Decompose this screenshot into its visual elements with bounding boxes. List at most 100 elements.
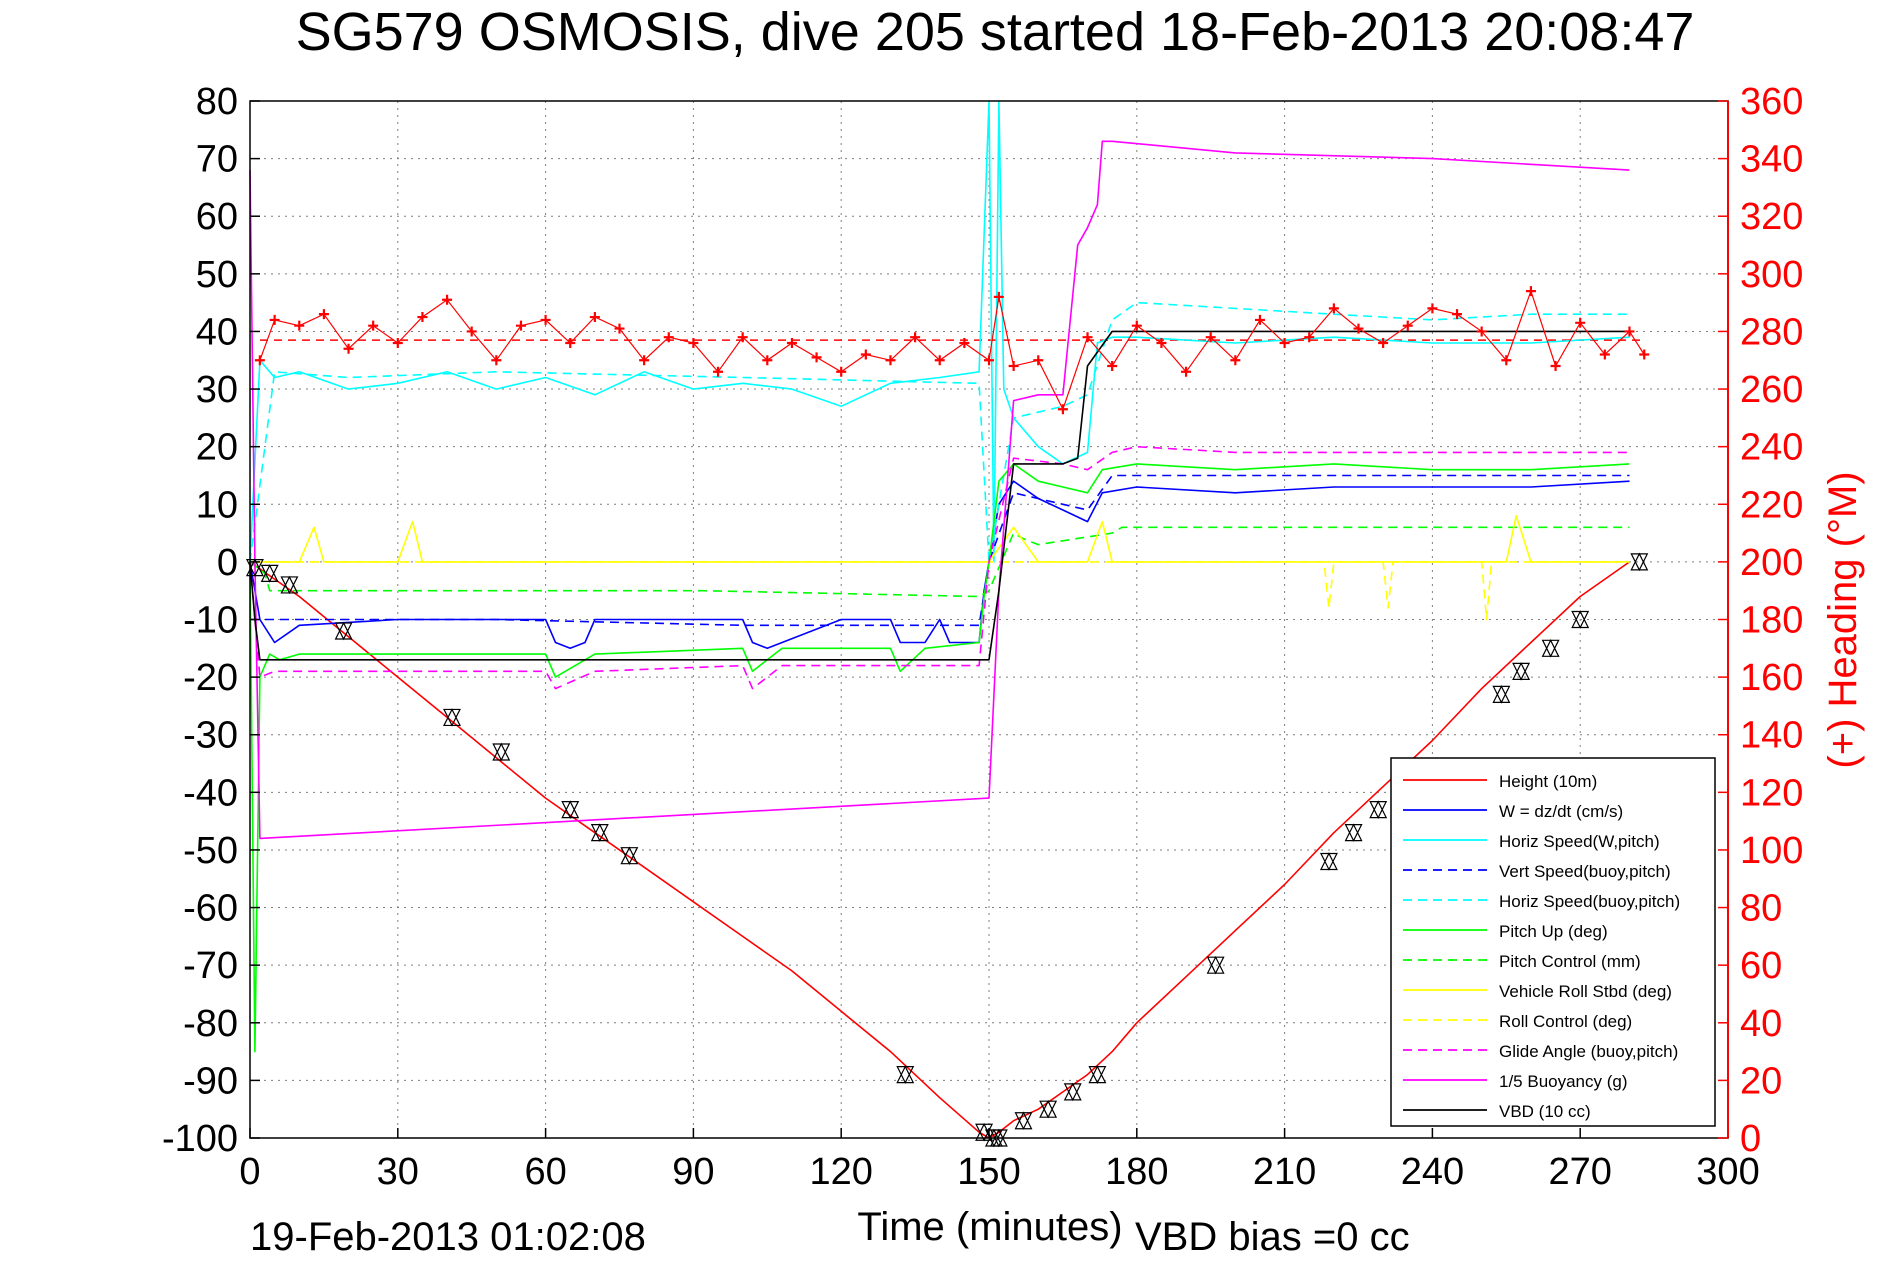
dive-marker <box>1344 823 1363 843</box>
heading-point <box>984 355 994 366</box>
dive-marker <box>1063 1082 1082 1102</box>
y2-tick-label: 200 <box>1740 542 1803 584</box>
heading-point <box>1033 355 1044 366</box>
legend-label: Height (10m) <box>1499 772 1597 791</box>
heading-point <box>515 320 526 331</box>
dive-marker <box>1512 662 1531 681</box>
heading-point <box>663 332 674 343</box>
legend-label: Vert Speed(buoy,pitch) <box>1499 862 1671 881</box>
y-tick-label: -60 <box>183 888 238 930</box>
x-tick-label: 150 <box>957 1151 1020 1193</box>
dive-marker <box>1571 610 1590 629</box>
y2-tick-label: 320 <box>1740 196 1803 238</box>
y-tick-label: 10 <box>196 484 238 526</box>
series-line <box>249 330 1630 661</box>
heading-point <box>392 337 403 348</box>
dive-marker <box>896 1065 915 1084</box>
heading-point <box>417 312 428 323</box>
y-tick-label: 30 <box>196 369 238 411</box>
legend-label: VBD (10 cc) <box>1499 1102 1591 1121</box>
y-tick-label: 50 <box>196 254 238 296</box>
heading-point <box>1008 361 1019 372</box>
series-line <box>249 526 1630 598</box>
dive-marker <box>1206 955 1225 975</box>
x-tick-label: 0 <box>239 1151 260 1193</box>
heading-point <box>589 312 600 323</box>
y2-tick-label: 80 <box>1740 888 1782 930</box>
legend-label: Horiz Speed(W,pitch) <box>1499 832 1660 851</box>
y2-tick-label: 220 <box>1740 484 1803 526</box>
y2-tick-label: 280 <box>1740 311 1803 353</box>
vbd-bias-label: VBD bias =0 cc <box>1135 1215 1410 1259</box>
y-tick-label: 40 <box>196 311 238 353</box>
heading-markers <box>254 286 1650 415</box>
heading-point <box>540 314 551 325</box>
x-tick-label: 90 <box>672 1151 714 1193</box>
heading-point <box>1205 332 1216 343</box>
y-tick-label: 70 <box>196 139 238 181</box>
heading-point <box>1082 332 1093 343</box>
dive-marker <box>245 558 264 577</box>
heading-point <box>1525 286 1536 297</box>
y-tick-label: -30 <box>183 715 238 757</box>
heading-point <box>442 294 453 305</box>
dive-marker <box>1630 552 1649 572</box>
dive-marker <box>1369 800 1388 819</box>
heading-point <box>318 309 329 320</box>
heading-point <box>1181 366 1192 377</box>
y2-axis-label: (+) Heading (°M) <box>1821 471 1865 768</box>
heading-point <box>811 352 822 363</box>
heading-point <box>910 332 921 343</box>
y-tick-label: -100 <box>162 1118 238 1160</box>
y-tick-label: -40 <box>183 772 238 814</box>
heading-point <box>565 337 576 348</box>
dive-marker <box>1319 852 1338 871</box>
dive-marker <box>1088 1065 1107 1084</box>
dive-marker <box>620 846 639 866</box>
heading-point <box>1378 337 1389 348</box>
legend-label: Roll Control (deg) <box>1499 1012 1632 1031</box>
legend-label: 1/5 Buoyancy (g) <box>1499 1072 1628 1091</box>
series-line <box>249 100 1630 563</box>
dive-marker <box>590 823 609 843</box>
heading-point <box>1501 355 1512 366</box>
y2-tick-label: 360 <box>1740 81 1803 123</box>
x-axis-label: Time (minutes) <box>857 1205 1122 1249</box>
y2-tick-label: 340 <box>1740 139 1803 181</box>
legend-label: Vehicle Roll Stbd (deg) <box>1499 982 1672 1001</box>
x-tick-label: 210 <box>1253 1151 1316 1193</box>
y2-tick-label: 300 <box>1740 254 1803 296</box>
dive-marker <box>260 564 279 583</box>
y2-tick-label: 0 <box>1740 1118 1761 1160</box>
y-tick-label: 60 <box>196 196 238 238</box>
heading-point <box>294 320 305 331</box>
series-line <box>249 301 1630 563</box>
legend-label: Pitch Control (mm) <box>1499 952 1641 971</box>
heading-point <box>959 337 970 348</box>
heading-point <box>737 332 748 343</box>
y-tick-label: -50 <box>183 830 238 872</box>
dive-marker <box>975 1122 994 1142</box>
legend-box <box>1390 757 1716 1127</box>
heading-point <box>1476 326 1487 337</box>
x-tick-label: 240 <box>1401 1151 1464 1193</box>
dive-marker <box>334 621 353 641</box>
dive-marker <box>443 708 461 727</box>
dive-marker <box>1014 1111 1033 1131</box>
heading-point <box>368 320 379 331</box>
y2-axis-ticks: 3603403203002802602402202001801601401201… <box>1718 81 1803 1160</box>
legend-label: Horiz Speed(buoy,pitch) <box>1499 892 1680 911</box>
heading-point <box>1452 309 1463 320</box>
chart-title: SG579 OSMOSIS, dive 205 started 18-Feb-2… <box>296 2 1695 62</box>
y-tick-label: 0 <box>217 542 238 584</box>
series-line <box>249 480 1630 650</box>
heading-point <box>762 355 773 366</box>
heading-point <box>860 349 871 360</box>
heading-point <box>1639 349 1650 360</box>
x-tick-label: 30 <box>377 1151 419 1193</box>
series-line <box>249 140 1630 840</box>
y2-tick-label: 260 <box>1740 369 1803 411</box>
heading-point <box>639 355 650 366</box>
heading-point <box>1131 320 1142 331</box>
